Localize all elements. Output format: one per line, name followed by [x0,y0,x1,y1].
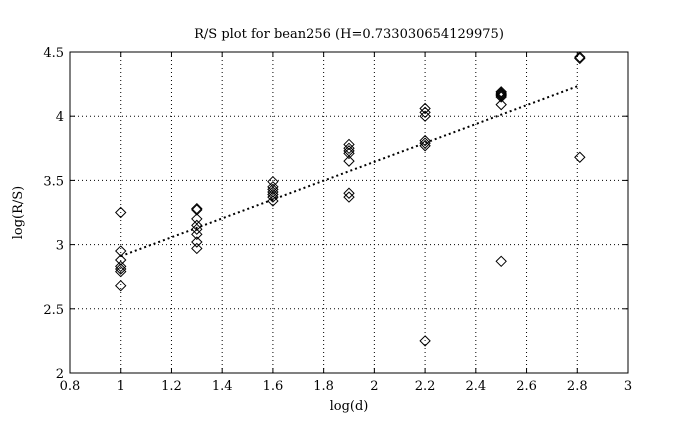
chart-title: R/S plot for bean256 (H=0.73303065412997… [194,27,504,42]
data-point-diamond [419,106,431,119]
data-point-diamond [115,265,127,278]
x-tick-label: 2.2 [415,379,436,394]
data-point-diamond [574,52,586,65]
y-tick-label: 4 [56,110,64,125]
y-tick-label: 3 [56,239,64,254]
x-tick-label: 1 [117,379,125,394]
data-point-diamond [267,195,279,207]
data-point-diamond [343,187,355,199]
data-point-diamond [495,255,507,267]
grid-lines [70,52,628,373]
data-point-diamond [419,110,431,122]
fit-line-group [120,84,581,258]
data-point-diamond [115,254,127,266]
x-tick-label: 2.4 [465,379,486,394]
data-point-diamond [419,137,431,149]
data-point-diamond [343,191,355,203]
data-point-diamond [267,191,279,203]
x-tick-labels: 0.8 1 1.2 1.4 1.6 1.8 2 2.2 2.4 2.6 2.8 3 [60,379,632,394]
data-point-diamond [343,155,355,167]
data-point-diamond [495,89,507,102]
y-tick-labels: 2 2.5 3 3.5 4 4.5 [43,46,64,382]
axis-ticks [69,51,629,374]
data-point-diamond [343,142,355,155]
data-point-diamond [574,51,586,63]
data-point-diamond [267,188,279,201]
data-point-diamond [115,245,127,257]
data-point-diamond [191,228,203,241]
data-point-diamond [115,206,127,219]
x-tick-label: 2.8 [567,379,588,394]
y-tick-label: 3.5 [43,174,64,189]
y-axis-label: log(R/S) [11,186,26,240]
data-point-diamond [419,335,431,347]
x-tick-label: 1.4 [212,379,233,394]
data-point-diamond [419,102,431,115]
data-point-diamond [191,223,203,235]
x-tick-label: 0.8 [60,379,81,394]
data-point-diamond [343,147,355,160]
regression-fit-line [120,84,581,258]
x-axis-label: log(d) [330,399,369,414]
x-tick-label: 2 [370,379,378,394]
y-tick-label: 2.5 [43,303,64,318]
data-markers [115,51,586,347]
data-point-diamond [495,91,507,103]
data-point-diamond [115,260,127,273]
data-point-diamond [191,204,203,216]
data-point-diamond [495,87,507,99]
data-point-diamond [419,140,431,152]
data-point-diamond [115,279,127,292]
data-point-diamond [495,98,507,111]
y-tick-label: 2 [56,367,64,382]
x-tick-label: 2.6 [516,379,537,394]
data-point-diamond [191,236,203,248]
plot-frame [69,51,629,374]
data-point-diamond [574,151,586,163]
x-tick-label: 1.8 [313,379,334,394]
data-point-diamond [267,186,279,198]
data-point-diamond [419,134,431,147]
x-tick-label: 1.2 [161,379,182,394]
x-tick-label: 3 [624,379,632,394]
x-tick-label: 1.6 [263,379,284,394]
data-point-diamond [191,219,203,232]
y-tick-label: 4.5 [43,46,64,61]
data-point-diamond [495,86,507,98]
data-point-diamond [191,242,203,255]
data-point-diamond [343,138,355,151]
data-point-diamond [115,263,127,275]
data-point-diamond [267,183,279,196]
